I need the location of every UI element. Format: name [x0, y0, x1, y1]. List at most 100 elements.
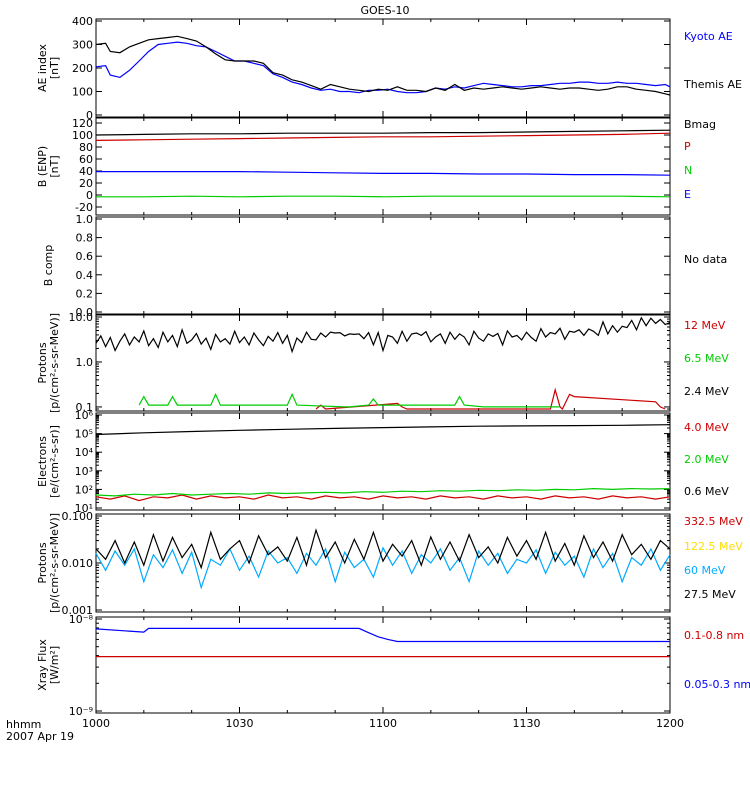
panel-protons_high: 0.001 0.010 0.100 Protons [p/(cm²-s-sr-MeV)]… [36, 510, 743, 617]
y-tick-label: 100 [72, 129, 93, 142]
y-tick-label: 20 [79, 177, 93, 190]
y-tick-label: 10⁵ [75, 428, 93, 441]
series-line [95, 41, 671, 94]
legend-entry: Kyoto AE [684, 30, 733, 43]
legend-entry: 12 MeV [684, 319, 726, 332]
date-label: 2007 Apr 19 [6, 730, 74, 743]
legend-entry: 6.5 MeV [684, 352, 729, 365]
series-line [96, 171, 671, 176]
legend-entry: 4.0 MeV [684, 421, 729, 434]
y-axis-label: [e/(cm²-s-sr)] [48, 425, 61, 498]
y-tick-label: -20 [75, 201, 93, 214]
y-tick-label: 0 [86, 109, 93, 122]
y-axis-label: B (ENP) [36, 146, 49, 187]
y-tick-label: 300 [72, 39, 93, 52]
legend-entry: E [684, 188, 691, 201]
legend-entry: 0.6 MeV [684, 485, 729, 498]
series-line [96, 195, 671, 198]
series-line [138, 392, 560, 408]
y-tick-label: 0.8 [76, 232, 94, 245]
x-tick-label: 1100 [369, 717, 397, 730]
y-tick-label: 1.0 [76, 213, 94, 226]
y-tick-label: 80 [79, 141, 93, 154]
x-tick-label: 1000 [82, 717, 110, 730]
y-tick-label: 100 [72, 86, 93, 99]
series-line [95, 132, 671, 141]
y-tick-label: 120 [72, 117, 93, 130]
y-tick-label: 60 [79, 153, 93, 166]
x-tick-label: 1200 [656, 717, 684, 730]
panel-frame [95, 18, 671, 118]
series-line [95, 627, 670, 643]
y-axis-label: [W/m²] [48, 646, 61, 684]
y-tick-label: 10⁻⁸ [69, 613, 94, 626]
y-tick-label: 10² [75, 483, 93, 496]
panel-ae: 0 100 200 300 400 AE index [nT] Kyoto AE Themis … [36, 15, 742, 122]
panel-frame [95, 616, 671, 714]
y-axis-label: [nT] [48, 155, 61, 177]
legend-entry: 2.4 MeV [684, 385, 729, 398]
y-tick-label: 0.1 [76, 401, 94, 414]
legend-entry: Themis AE [683, 78, 742, 91]
y-tick-label: 0.001 [62, 604, 94, 617]
series-line [95, 494, 671, 502]
y-tick-label: 0.2 [76, 287, 94, 300]
y-axis-label: Protons [36, 342, 49, 383]
legend-entry: P [684, 140, 691, 153]
y-axis-label: [p/(cm²-s-sr-MeV)] [48, 313, 61, 413]
legend-entry: N [684, 164, 692, 177]
series-line [95, 316, 671, 354]
series-line [315, 387, 666, 410]
panel-electrons: 10¹ 10² 10³ 10⁴ 10⁵ 10⁶ Electrons [e/(cm²-s-sr)… [36, 409, 729, 515]
series-line [95, 528, 671, 570]
legend-entry: 332.5 MeV [684, 515, 743, 528]
time-axis-label: hhmm [6, 718, 41, 731]
legend-entry: 0.1-0.8 nm [684, 629, 744, 642]
chart-title: GOES-10 [360, 4, 409, 17]
series-line [95, 35, 671, 96]
y-axis-label: AE index [36, 43, 49, 92]
legend-entry: Bmag [684, 118, 716, 131]
y-tick-label: 0.0 [76, 306, 94, 319]
y-axis-label: Xray Flux [36, 639, 49, 691]
y-tick-label: 10⁻⁹ [69, 705, 93, 718]
legend-entry: 2.0 MeV [684, 453, 729, 466]
series-line [95, 546, 671, 590]
y-tick-label: 0 [86, 189, 93, 202]
y-tick-label: 0.6 [76, 250, 94, 263]
y-axis-label: [p/(cm²-s-sr-MeV)] [48, 513, 61, 613]
x-tick-label: 1130 [513, 717, 541, 730]
series-line [95, 487, 671, 497]
y-tick-label: 40 [79, 165, 93, 178]
legend-entry: No data [684, 253, 727, 266]
panel-frame [95, 117, 671, 216]
panel-protons_low: 0.1 1.0 10.0 Protons [p/(cm²-s-sr-MeV)] 12 Me… [36, 311, 729, 414]
y-axis-label: [nT] [48, 57, 61, 79]
y-tick-label: 10⁴ [75, 446, 94, 459]
y-tick-label: 0.010 [62, 557, 94, 570]
y-axis-label: B comp [42, 245, 55, 287]
y-tick-label: 0.4 [76, 269, 94, 282]
y-tick-label: 10⁶ [75, 409, 94, 422]
y-tick-label: 1.0 [76, 356, 94, 369]
y-tick-label: 200 [72, 62, 93, 75]
y-tick-label: 10.0 [69, 311, 94, 324]
y-tick-label: 10¹ [75, 502, 93, 515]
series-line [95, 424, 671, 436]
y-tick-label: 10³ [75, 465, 93, 478]
panel-bcomp: 0.0 0.2 0.4 0.6 0.8 1.0 B comp No data [42, 213, 727, 319]
y-axis-label: Electrons [36, 436, 49, 487]
y-tick-label: 400 [72, 15, 93, 28]
y-tick-label: 0.100 [62, 510, 94, 523]
legend-entry: 122.5 MeV [684, 540, 743, 553]
series-line [95, 129, 671, 136]
legend-entry: 27.5 MeV [684, 588, 736, 601]
panel-frame [95, 216, 671, 315]
legend-entry: 60 MeV [684, 564, 726, 577]
y-axis-label: Protons [36, 542, 49, 583]
x-tick-label: 1030 [226, 717, 254, 730]
legend-entry: 0.05-0.3 nm [684, 678, 750, 691]
